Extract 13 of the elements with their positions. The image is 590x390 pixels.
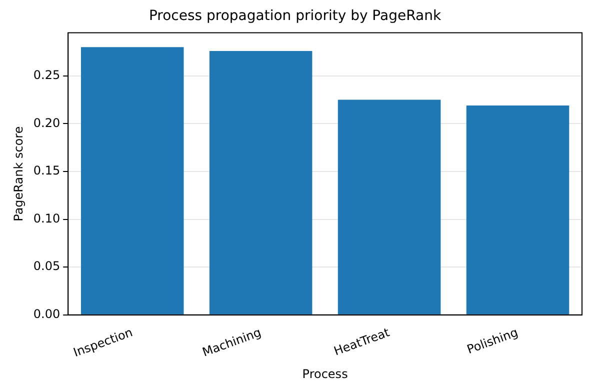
y-tick-label: 0.00 [33, 306, 60, 321]
bar [338, 100, 441, 314]
chart-title: Process propagation priority by PageRank [148, 8, 442, 24]
y-tick-label: 0.05 [33, 259, 60, 274]
bar [80, 47, 184, 314]
y-axis-title: PageRank score [11, 126, 26, 222]
y-tick-label: 0.15 [33, 164, 60, 178]
bar [466, 105, 570, 314]
y-tick-label: 0.10 [33, 211, 60, 226]
bar [209, 50, 312, 314]
x-axis-title: Process [302, 366, 348, 381]
y-tick-label: 0.20 [33, 116, 60, 130]
y-tick-label: 0.25 [33, 68, 60, 82]
